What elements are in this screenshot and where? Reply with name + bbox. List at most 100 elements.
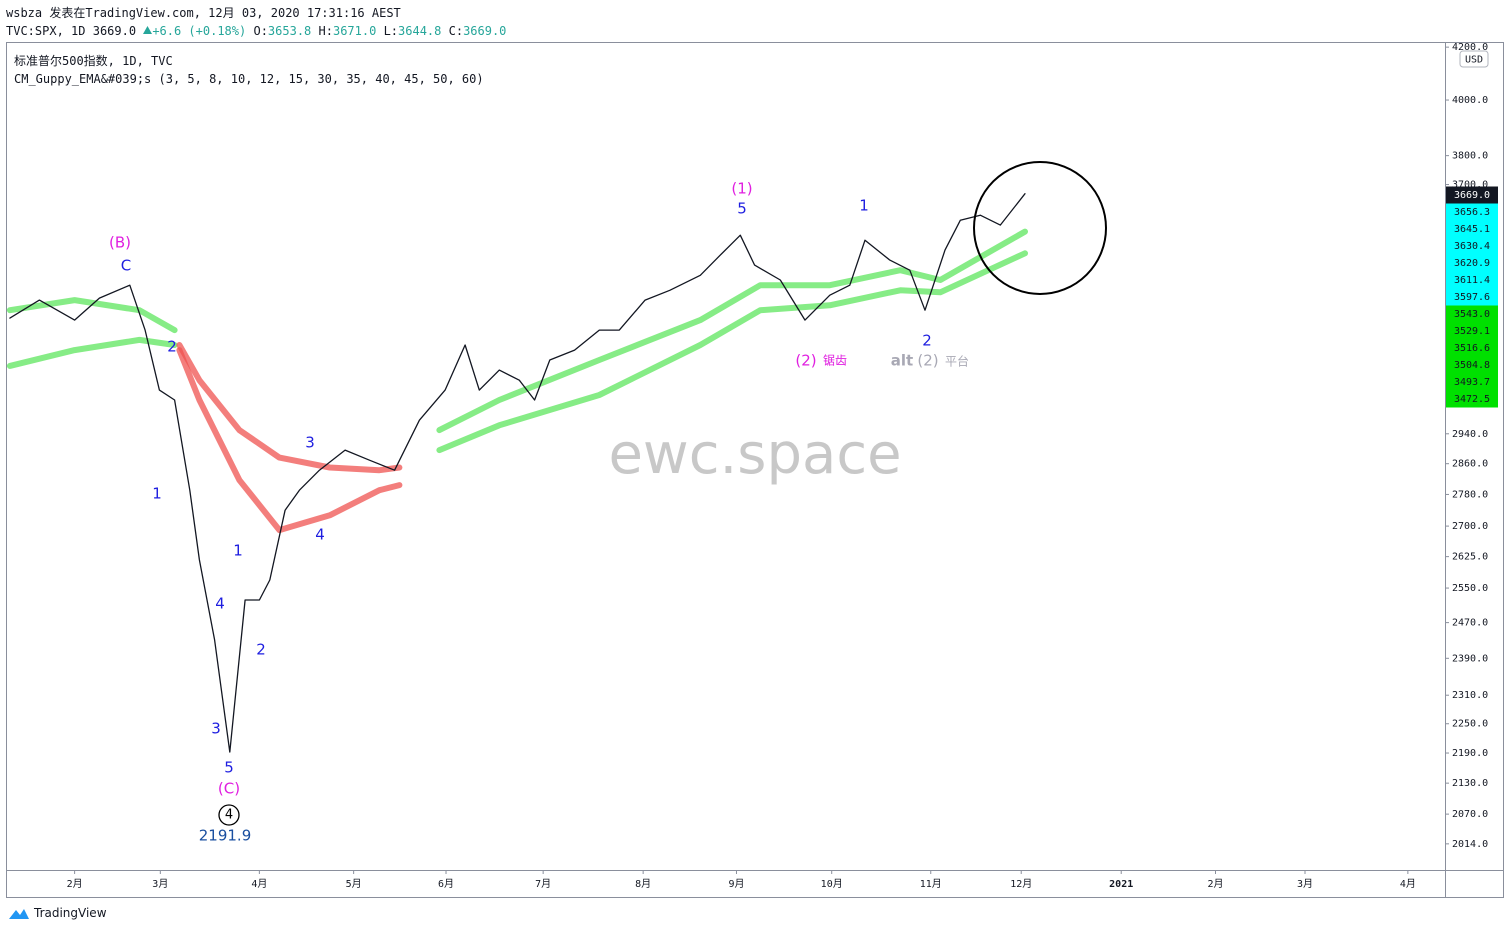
author-line: wsbza 发表在TradingView.com, 12月 03, 2020 1… <box>6 6 401 20</box>
low-annotation: 2191.9 <box>199 827 252 845</box>
y-tick-label: 3700.0 <box>1452 180 1488 191</box>
frame <box>6 42 1504 898</box>
highlight-circle <box>973 161 1107 295</box>
wave-label: (2) <box>795 352 816 370</box>
price-tag-bg <box>1446 203 1498 221</box>
chart: ewc.space 4200.04000.03800.03700.03020.0… <box>6 42 1504 898</box>
x-tick-label: 11月 <box>920 878 942 890</box>
price-tag-bg <box>1446 373 1498 391</box>
y-tick-label: 2390.0 <box>1452 653 1488 664</box>
wave-label: (C) <box>218 780 240 798</box>
close-label: C: <box>448 24 464 38</box>
x-tick-label: 6月 <box>438 878 454 890</box>
price-tag: 3630.4 <box>1454 241 1490 252</box>
price-tag: 3669.0 <box>1454 190 1490 201</box>
high: 3671.0 <box>332 24 377 38</box>
wave-note: 锯齿 <box>823 353 847 368</box>
last-price: 3669.0 <box>92 24 137 38</box>
price-tag-bg <box>1446 390 1498 408</box>
x-tick-label: 7月 <box>535 878 551 890</box>
ema-line <box>436 228 1028 434</box>
wave-labels: (B) C 2 1 3 4 1 4 2 3 5 (C) 4 2191.9 (1)… <box>109 180 969 845</box>
x-tick-label: 2月 <box>1207 878 1223 890</box>
price-tag: 3529.1 <box>1454 326 1490 337</box>
price-tag: 3472.5 <box>1454 394 1490 405</box>
wave-label: 2 <box>922 332 932 350</box>
y-tick-label: 4000.0 <box>1452 95 1488 106</box>
x-tick-label: 9月 <box>728 878 744 890</box>
ema-line <box>176 347 403 534</box>
wave-label: (1) <box>731 180 752 198</box>
brand: TradingView <box>34 906 107 920</box>
logo <box>9 909 29 919</box>
low: 3644.8 <box>398 24 442 38</box>
price-tag: 3516.6 <box>1454 343 1490 354</box>
wave-label: 4 <box>315 526 325 544</box>
y-tick-label: 2070.0 <box>1452 809 1488 820</box>
wave-note: 平台 <box>945 354 969 369</box>
price-tag: 3656.3 <box>1454 207 1490 218</box>
wave-label: (B) <box>109 234 131 252</box>
y-tick-label: 2860.0 <box>1452 459 1488 470</box>
x-tick-label: 2月 <box>67 878 83 890</box>
ema-line <box>436 250 1028 454</box>
wave-label: 5 <box>737 200 747 218</box>
footer: TradingView <box>8 906 107 920</box>
wave-label: 3 <box>211 720 221 738</box>
wave-label: 3 <box>305 434 315 452</box>
wave-label: 1 <box>152 485 162 503</box>
x-tick-label: 12月 <box>1010 878 1032 890</box>
ema-line <box>176 342 403 474</box>
x-tick-label: 4月 <box>1400 878 1416 890</box>
ema-line <box>6 336 178 369</box>
legend: 标准普尔500指数, 1D, TVC CM_Guppy_EMA&#039;s (… <box>14 52 484 88</box>
price-tag-bg <box>1446 220 1498 238</box>
price-tag: 3543.0 <box>1454 309 1490 320</box>
price-tag: 3597.6 <box>1454 292 1490 303</box>
x-tick-label: 3月 <box>1297 878 1313 890</box>
x-tick-label: 8月 <box>635 878 651 890</box>
close: 3669.0 <box>463 24 507 38</box>
price-tag-bg <box>1446 271 1498 289</box>
y-tick-label: 2700.0 <box>1452 521 1488 532</box>
wave-label: 2 <box>167 338 177 356</box>
price-tag: 3645.1 <box>1454 224 1490 235</box>
wave-label: alt <box>891 352 913 370</box>
ema-line <box>6 297 178 334</box>
y-tick-label: 2780.0 <box>1452 489 1488 500</box>
price-tag-bg <box>1446 339 1498 357</box>
x-tick-label: 4月 <box>251 878 267 890</box>
change: +6.6 (+0.18%) <box>152 24 247 38</box>
wave-label: 2 <box>256 641 266 659</box>
y-tick-label: 2130.0 <box>1452 778 1488 789</box>
wave-label: 5 <box>224 759 234 777</box>
price-tag-bg <box>1446 186 1498 204</box>
price-tag: 3504.8 <box>1454 360 1490 371</box>
wave-label: 1 <box>233 542 243 560</box>
price-tag-bg <box>1446 305 1498 323</box>
price-tag: 3620.9 <box>1454 258 1490 269</box>
open: 3653.8 <box>267 24 312 38</box>
wave-label: 4 <box>215 595 225 613</box>
x-tick-label: 10月 <box>821 878 843 890</box>
header: wsbza 发表在TradingView.com, 12月 03, 2020 1… <box>6 4 506 40</box>
y-tick-label: 2190.0 <box>1452 748 1488 759</box>
currency: USD <box>1465 55 1483 66</box>
price-tag-bg <box>1446 254 1498 272</box>
y-tick-label: 2940.0 <box>1452 429 1488 440</box>
plot <box>6 193 1028 753</box>
price-tag-bg <box>1446 322 1498 340</box>
indicator: CM_Guppy_EMA&#039;s (3, 5, 8, 10, 12, 15… <box>14 72 484 86</box>
currency-box <box>1459 50 1489 68</box>
y-tick-label: 2014.0 <box>1452 839 1488 850</box>
x-tick-label: 2021 <box>1109 879 1133 890</box>
wave-label: (2) <box>917 352 938 370</box>
price-tag: 3611.4 <box>1454 275 1490 286</box>
price-tag: 3493.7 <box>1454 377 1490 388</box>
up-arrow <box>143 26 153 34</box>
price-line <box>9 193 1026 753</box>
open-label: O: <box>253 24 268 38</box>
high-label: H: <box>318 24 333 38</box>
price-tags: 3669.0 3656.3 3645.1 3630.4 3620.9 3611.4 3597… <box>1446 186 1498 408</box>
